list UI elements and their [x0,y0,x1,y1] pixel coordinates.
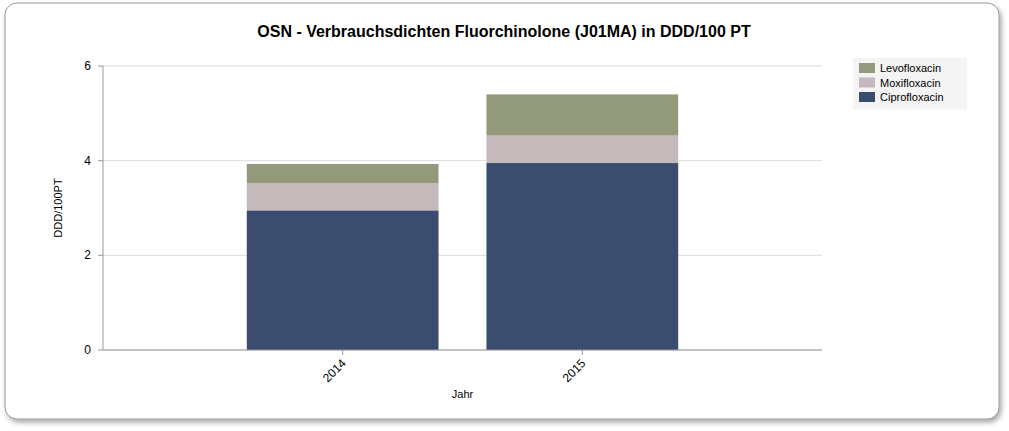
x-axis-label: Jahr [452,388,474,400]
legend-swatch [859,92,875,102]
y-tick [98,160,103,161]
chart-title: OSN - Verbrauchsdichten Fluorchinolone (… [257,23,751,40]
legend-swatch [859,78,875,88]
bar-segment [486,136,678,163]
legend-label: Ciprofloxacin [880,91,944,103]
bars [247,94,678,350]
x-tick [582,350,583,355]
chart-container: OSN - Verbrauchsdichten Fluorchinolone (… [0,0,1009,431]
y-tick-label: 4 [84,154,91,168]
grid-line [103,255,822,256]
legend-label: Moxifloxacin [880,77,941,89]
x-tick-label: 2015 [560,356,589,385]
legend-box [853,58,967,110]
grid-line [103,160,822,161]
y-tick-label: 6 [84,59,91,73]
y-tick [98,350,103,351]
y-axis [103,66,104,350]
bar-segment [486,94,678,135]
grid-line [103,66,822,67]
x-tick-label: 2014 [320,356,349,385]
y-tick-label: 2 [84,248,91,262]
chart-svg: OSN - Verbrauchsdichten Fluorchinolone (… [0,0,1009,431]
bar-segment [247,210,439,350]
grid-line [103,350,822,351]
bar-segment [247,164,439,183]
x-tick [342,350,343,355]
y-tick-label: 0 [84,343,91,357]
bar-segment [247,183,439,210]
chart-frame [5,3,999,419]
y-tick [98,255,103,256]
y-tick [98,66,103,67]
bar-segment [486,163,678,350]
x-axis [103,350,822,351]
legend-swatch [859,63,875,73]
y-axis-label: DDD/100PT [52,178,64,238]
legend: Levofloxacin Moxifloxacin Ciprofloxacin [853,58,967,110]
legend-label: Levofloxacin [880,62,941,74]
